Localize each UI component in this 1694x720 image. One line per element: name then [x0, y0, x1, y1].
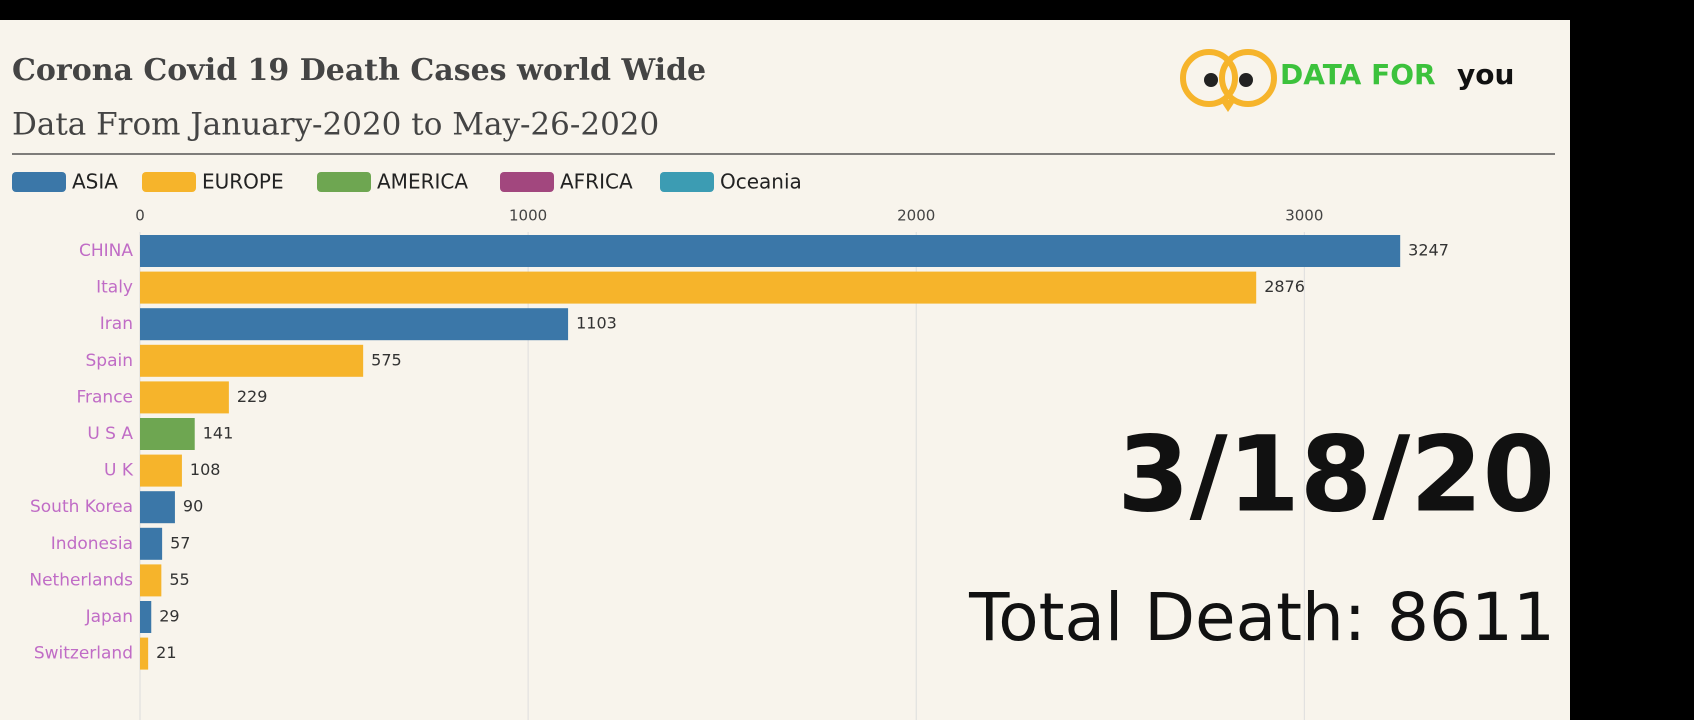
value-label: 229	[237, 387, 268, 406]
value-label: 141	[203, 424, 234, 443]
bar	[140, 381, 229, 414]
legend-swatch	[660, 172, 714, 192]
y-tick-label: Spain	[86, 351, 134, 371]
bar	[140, 271, 1257, 304]
y-tick-label: Italy	[96, 278, 133, 298]
value-label: 1103	[576, 314, 617, 333]
legend-label: AFRICA	[560, 170, 633, 194]
bar	[140, 491, 175, 524]
bar	[140, 527, 163, 560]
chart-title: Corona Covid 19 Death Cases world Wide	[12, 53, 706, 88]
y-tick-label: CHINA	[79, 241, 133, 261]
top-bar	[0, 0, 1694, 20]
value-label: 575	[371, 350, 402, 369]
value-label: 108	[190, 460, 221, 479]
x-tick-label: 1000	[509, 207, 547, 225]
bar	[140, 637, 149, 670]
chart-subtitle: Data From January-2020 to May-26-2020	[12, 107, 659, 143]
x-tick-label: 2000	[897, 207, 935, 225]
bar	[140, 601, 152, 633]
legend-label: Oceania	[720, 170, 802, 194]
bar	[140, 454, 182, 487]
y-tick-label: Japan	[85, 607, 133, 627]
value-label: 57	[170, 533, 190, 552]
y-tick-label: South Korea	[30, 497, 133, 517]
x-tick-label: 0	[135, 207, 145, 225]
value-label: 3247	[1408, 241, 1449, 260]
logo-pupil	[1204, 73, 1218, 87]
value-label: 2876	[1264, 277, 1305, 296]
y-tick-label: Iran	[100, 314, 133, 334]
y-tick-label: U S A	[87, 424, 133, 444]
bar	[140, 418, 195, 450]
value-label: 90	[183, 497, 203, 516]
legend-swatch	[317, 172, 371, 192]
legend-label: ASIA	[72, 170, 118, 194]
bar	[140, 344, 364, 377]
value-label: 55	[169, 570, 189, 589]
y-tick-label: Netherlands	[29, 570, 133, 590]
date-label: 3/18/20	[1117, 413, 1555, 535]
logo-text: DATA FOR	[1280, 58, 1436, 91]
value-label: 21	[156, 643, 176, 662]
total-label: Total Death: 8611	[968, 579, 1555, 656]
y-tick-label: Indonesia	[51, 534, 133, 554]
logo-text: you	[1457, 58, 1514, 91]
value-label: 29	[159, 607, 179, 626]
legend-swatch	[500, 172, 554, 192]
y-tick-label: France	[76, 387, 133, 407]
legend-label: EUROPE	[202, 170, 284, 194]
legend-swatch	[142, 172, 196, 192]
legend-swatch	[12, 172, 66, 192]
bar	[140, 235, 1401, 267]
logo-beak	[1220, 100, 1236, 112]
logo-pupil	[1239, 73, 1253, 87]
logo-eye	[1219, 49, 1277, 107]
y-tick-label: U K	[104, 461, 134, 481]
bar	[140, 564, 162, 597]
x-tick-label: 3000	[1285, 207, 1323, 225]
logo: DATA FOR you	[1180, 49, 1514, 112]
legend-label: AMERICA	[377, 170, 468, 194]
bar	[140, 308, 569, 341]
logo-eye	[1180, 49, 1238, 107]
y-tick-label: Switzerland	[34, 644, 133, 664]
